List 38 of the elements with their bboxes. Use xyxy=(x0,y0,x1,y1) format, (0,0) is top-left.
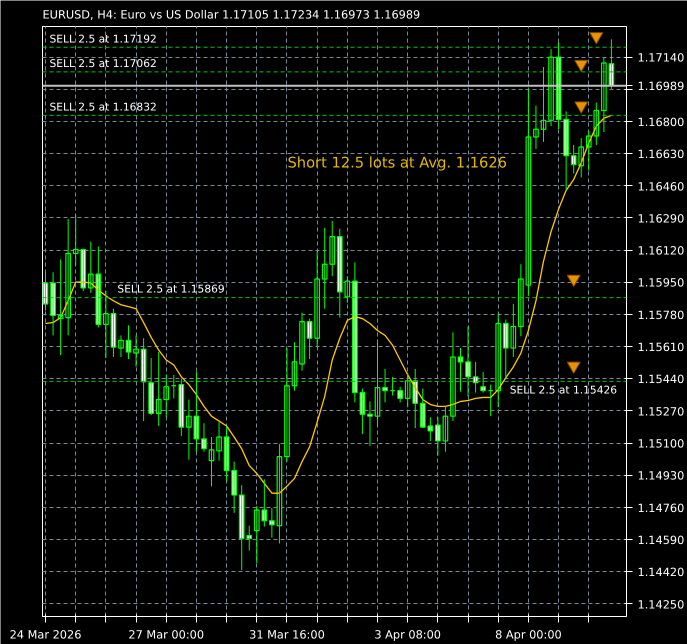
y-tick-label: 1.14590 xyxy=(638,533,684,548)
y-tick-label: 1.14250 xyxy=(638,597,684,612)
y-tick-label: 1.16800 xyxy=(638,114,684,129)
annotation: Short 12.5 lots at Avg. 1.1626 xyxy=(288,154,507,172)
chart-title: EURUSD, H4: Euro vs US Dollar 1.17105 1.17234 1.16973 1.16989 xyxy=(42,8,420,22)
y-tick-label: 1.15440 xyxy=(638,372,684,386)
y-tick-label: 1.14930 xyxy=(638,468,684,483)
candlestick xyxy=(170,374,177,399)
x-tick-label: 3 Apr 08:00 xyxy=(374,628,442,642)
ref-line-label: SELL 2.5 at 1.17192 xyxy=(50,32,157,46)
y-tick-label: 1.14420 xyxy=(638,565,684,580)
x-tick-label: 8 Apr 00:00 xyxy=(495,628,562,642)
y-tick-label: 1.15610 xyxy=(638,340,684,354)
y-tick-label: 1.16630 xyxy=(638,147,684,162)
y-tick-label: 1.15270 xyxy=(638,404,684,418)
candlestick xyxy=(488,384,494,417)
point xyxy=(574,101,588,114)
y-tick-label: 1.16120 xyxy=(638,244,684,258)
y-tick-label: 1.15950 xyxy=(638,276,684,290)
ref-line-label: SELL 2.5 at 1.17062 xyxy=(50,56,157,70)
ref-line-label: 1.16989 xyxy=(638,79,684,94)
point xyxy=(566,362,581,374)
y-tick-label: 1.15100 xyxy=(638,436,684,451)
point xyxy=(589,32,604,44)
x-tick-label: 24 Mar 2026 xyxy=(10,628,82,642)
point xyxy=(574,60,588,72)
candlestick xyxy=(390,376,396,396)
y-tick-label: 1.15780 xyxy=(638,308,684,322)
y-tick-label: 1.16460 xyxy=(638,179,684,194)
x-tick-label: 27 Mar 00:00 xyxy=(128,628,204,642)
y-tick-label: 1.16290 xyxy=(638,211,684,226)
point xyxy=(566,274,581,288)
ref-line-label: SELL 2.5 at 1.16832 xyxy=(50,100,157,114)
ref-line-label: SELL 2.5 at 1.15869 xyxy=(117,282,225,296)
x-tick-label: 31 Mar 16:00 xyxy=(249,628,325,642)
y-tick-label: 1.14760 xyxy=(638,500,684,515)
ref-line-label: SELL 2.5 at 1.15426 xyxy=(510,383,618,396)
y-tick-label: 1.17140 xyxy=(638,50,684,65)
